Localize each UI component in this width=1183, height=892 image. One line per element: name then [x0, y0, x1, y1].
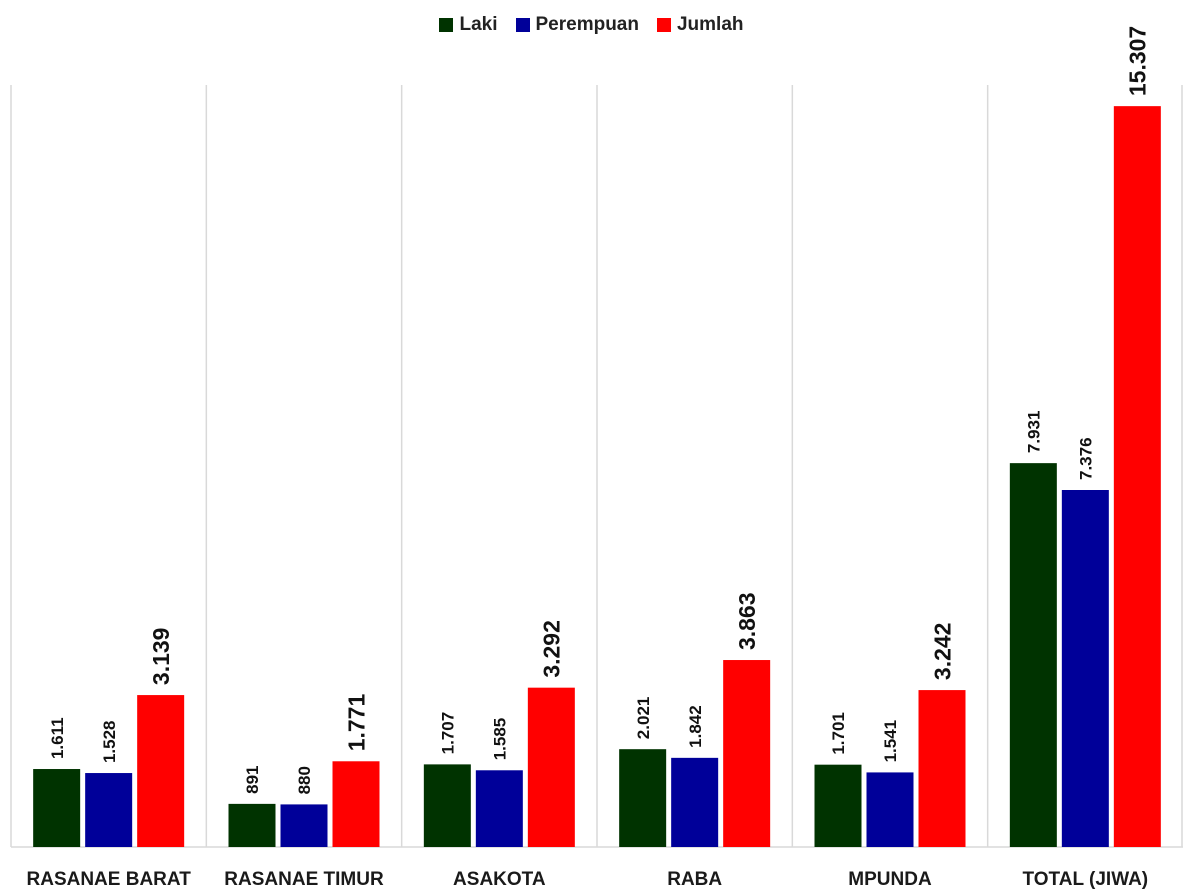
category-label-5: TOTAL (JIWA)	[1023, 869, 1149, 890]
data-label-laki-4: 1.701	[829, 712, 848, 755]
bar-perempuan-5	[1061, 490, 1109, 847]
legend-item-jumlah: Jumlah	[656, 14, 744, 36]
data-label-perempuan-3: 1.842	[686, 705, 705, 748]
bar-jumlah-3	[723, 660, 771, 847]
data-label-laki-0: 1.611	[48, 717, 67, 759]
category-label-0: RASANAE BARAT	[27, 869, 192, 890]
bar-perempuan-4	[866, 772, 914, 847]
data-label-perempuan-4: 1.541	[881, 720, 900, 763]
data-label-jumlah-2: 3.292	[539, 620, 565, 678]
data-label-perempuan-0: 1.528	[100, 720, 119, 763]
legend-swatch-laki	[439, 18, 454, 32]
bar-jumlah-0	[137, 695, 185, 847]
legend: Laki Perempuan Jumlah	[0, 14, 1183, 36]
bar-laki-0	[33, 769, 81, 847]
bar-jumlah-2	[527, 687, 575, 847]
bar-jumlah-1	[332, 761, 380, 847]
data-label-laki-2: 1.707	[438, 712, 457, 755]
bar-perempuan-0	[85, 773, 133, 847]
data-label-jumlah-0: 3.139	[148, 628, 174, 686]
legend-label-perempuan: Perempuan	[535, 14, 639, 35]
data-label-perempuan-1: 880	[295, 766, 314, 794]
bar-jumlah-4	[918, 690, 966, 847]
bar-laki-1	[228, 803, 276, 847]
data-label-laki-5: 7.931	[1024, 411, 1043, 454]
bar-perempuan-1	[280, 804, 328, 847]
bar-laki-5	[1009, 463, 1057, 847]
data-label-jumlah-1: 1.771	[343, 694, 369, 752]
data-label-laki-1: 891	[243, 766, 262, 794]
bar-jumlah-5	[1113, 106, 1161, 848]
bar-laki-2	[423, 764, 471, 847]
data-label-jumlah-4: 3.242	[929, 623, 955, 681]
legend-swatch-jumlah	[656, 18, 671, 32]
category-label-1: RASANAE TIMUR	[224, 869, 384, 890]
data-label-perempuan-2: 1.585	[490, 718, 509, 761]
data-label-jumlah-5: 15.307	[1125, 26, 1151, 96]
bar-laki-3	[619, 749, 667, 847]
data-label-perempuan-5: 7.376	[1076, 437, 1095, 480]
legend-label-laki: Laki	[459, 14, 498, 35]
bar-perempuan-2	[475, 770, 523, 847]
category-label-2: ASAKOTA	[453, 869, 546, 890]
legend-label-jumlah: Jumlah	[676, 14, 744, 35]
legend-item-laki: Laki	[439, 14, 498, 36]
category-label-3: RABA	[667, 869, 722, 890]
category-label-4: MPUNDA	[848, 869, 932, 890]
bar-laki-4	[814, 764, 862, 847]
data-label-laki-3: 2.021	[634, 697, 653, 740]
legend-swatch-perempuan	[515, 18, 530, 32]
bar-perempuan-3	[671, 757, 719, 847]
data-label-jumlah-3: 3.863	[734, 592, 760, 650]
legend-item-perempuan: Perempuan	[515, 14, 639, 36]
